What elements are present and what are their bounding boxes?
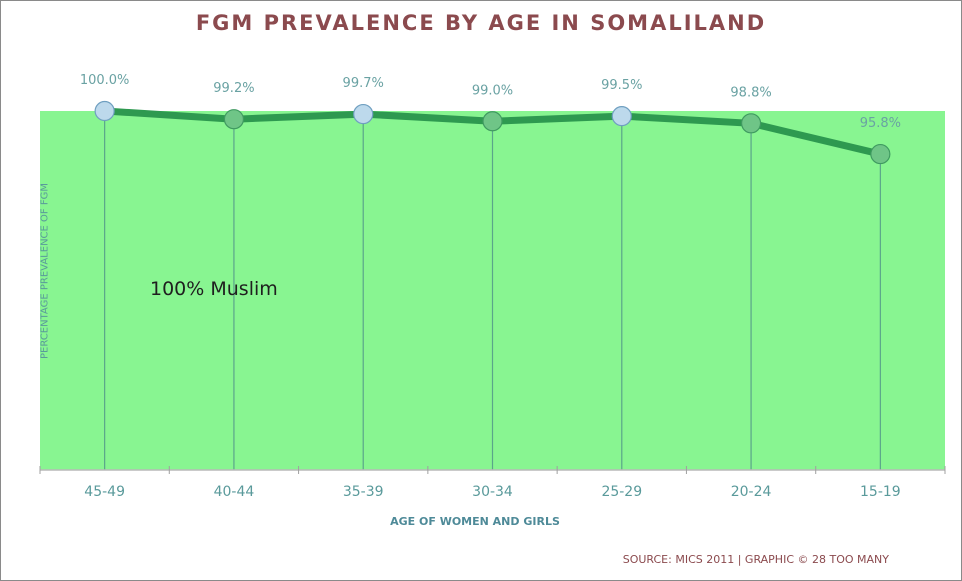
source-credit: SOURCE: MICS 2011 | GRAPHIC © 28 TOO MAN…	[622, 553, 889, 566]
x-tick-label-40-44: 40-44	[214, 484, 255, 500]
data-point-20-24	[740, 113, 762, 134]
x-axis	[39, 466, 946, 474]
data-point-30-34	[482, 111, 503, 132]
x-tick-label-35-39: 35-39	[343, 484, 384, 500]
annotation-text: 100% Muslim	[150, 278, 278, 300]
data-label-15-19: 95.8%	[860, 116, 901, 131]
x-tick-label-45-49: 45-49	[84, 484, 125, 500]
gridlines	[104, 111, 881, 470]
x-tick-labels: 45-49 40-44 35-39 30-34 25-29 20-24 15-19	[84, 484, 900, 500]
data-point-15-19	[870, 143, 891, 165]
data-label-45-49: 100.0%	[80, 73, 130, 88]
x-tick-label-20-24: 20-24	[731, 484, 772, 500]
data-label-35-39: 99.7%	[343, 76, 384, 91]
y-axis-label: PERCENTAGE PREVALENCE OF FGM	[39, 183, 51, 359]
data-points	[94, 100, 891, 165]
data-label-40-44: 99.2%	[213, 81, 254, 96]
x-tick-label-30-34: 30-34	[472, 484, 513, 500]
x-axis-label: AGE OF WOMEN AND GIRLS	[390, 515, 560, 528]
data-label-25-29: 99.5%	[601, 78, 642, 93]
x-tick-label-15-19: 15-19	[860, 484, 901, 500]
data-labels: 100.0% 99.2% 99.7% 99.0% 99.5% 98.8% 95.8%	[80, 73, 901, 131]
chart-title: FGM PREVALENCE BY AGE IN SOMALILAND	[195, 11, 767, 35]
data-point-40-44	[223, 109, 245, 130]
data-label-30-34: 99.0%	[472, 83, 513, 98]
data-point-45-49	[94, 100, 115, 122]
data-label-20-24: 98.8%	[730, 85, 771, 100]
data-point-35-39	[353, 103, 374, 125]
x-tick-label-25-29: 25-29	[601, 484, 642, 500]
data-point-25-29	[611, 106, 632, 127]
